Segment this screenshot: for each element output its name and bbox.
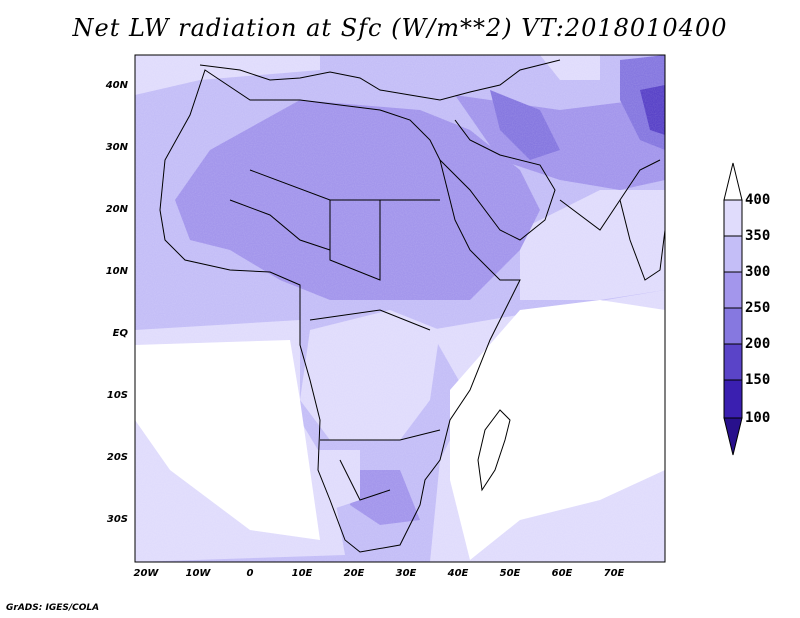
colorbar-swatch (723, 271, 743, 309)
lon-tick-label: 10W (185, 568, 211, 579)
colorbar-label: 200 (745, 336, 771, 352)
lat-tick-label: 30S (106, 514, 128, 525)
lon-tick-label: 30E (395, 568, 417, 579)
colorbar-upper-arrow (723, 162, 743, 201)
radiation-field (135, 55, 665, 562)
lat-tick-label: 10S (106, 390, 128, 401)
colorbar-lower-arrow (723, 417, 743, 456)
lat-tick-label: 30N (105, 142, 128, 153)
lon-tick-label: 70E (603, 568, 625, 579)
colorbar-swatch (723, 235, 743, 273)
lon-tick-label: 50E (499, 568, 521, 579)
map-title: Net LW radiation at Sfc (W/m**2) VT:2018… (72, 14, 728, 42)
colorbar-swatch (723, 307, 743, 345)
colorbar-label: 350 (745, 228, 771, 244)
colorbar-label: 250 (745, 300, 771, 316)
colorbar-label: 150 (745, 372, 771, 388)
coastlines (159, 59, 665, 553)
colorbar-label: 300 (745, 264, 771, 280)
lat-tick-label: 20S (106, 452, 128, 463)
map-frame (134, 54, 666, 563)
lon-tick-label: 10E (291, 568, 313, 579)
lat-tick-label: 10N (105, 266, 128, 277)
lat-tick-label: EQ (112, 328, 128, 339)
footer-credit: GrADS: IGES/COLA (6, 603, 100, 613)
lon-tick-label: 0 (246, 568, 254, 579)
colorbar-label: 400 (745, 192, 771, 208)
colorbar-swatch (723, 343, 743, 381)
lon-tick-label: 40E (447, 568, 469, 579)
colorbar-swatch (723, 379, 743, 419)
lon-tick-label: 20W (133, 568, 159, 579)
lon-tick-label: 20E (343, 568, 365, 579)
colorbar-swatch (723, 199, 743, 237)
colorbar (723, 162, 743, 456)
lat-tick-label: 20N (105, 204, 128, 215)
colorbar-label: 100 (745, 410, 771, 426)
lon-tick-label: 60E (551, 568, 573, 579)
lat-tick-label: 40N (105, 80, 128, 91)
